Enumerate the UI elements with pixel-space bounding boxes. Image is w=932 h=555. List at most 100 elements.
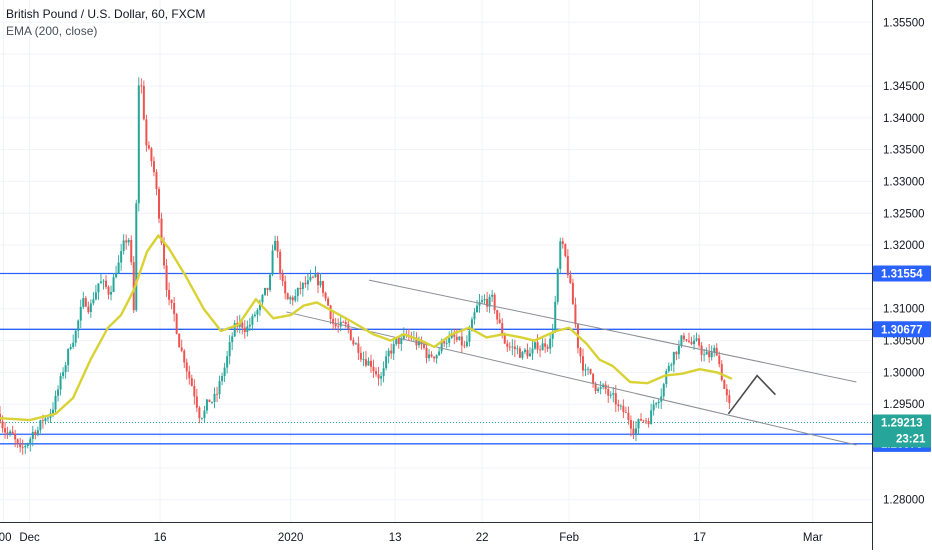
candle-body xyxy=(14,433,17,440)
candle-body xyxy=(382,368,385,377)
candle-body xyxy=(6,432,9,434)
candle-body xyxy=(453,334,456,337)
candle-body xyxy=(152,161,155,173)
candle-body xyxy=(438,351,441,356)
candle-body xyxy=(319,280,322,286)
candle-body xyxy=(511,346,514,348)
candle-body xyxy=(521,351,524,358)
candle-body xyxy=(526,349,529,357)
candle-body xyxy=(465,341,468,347)
candle-body xyxy=(506,343,509,347)
candle-body xyxy=(256,310,259,315)
candle-body xyxy=(251,316,254,325)
candle-body xyxy=(571,282,574,305)
candle-body xyxy=(72,342,75,348)
chart-legend[interactable]: British Pound / U.S. Dollar, 60, FXCM EM… xyxy=(6,6,205,40)
level-price-label: 1.30677 xyxy=(881,324,923,336)
candle-body xyxy=(147,145,150,149)
horizontal-levels[interactable] xyxy=(0,272,872,445)
candle-body xyxy=(549,338,552,349)
candle-body xyxy=(89,303,92,313)
candle-body xyxy=(316,274,319,286)
candle-body xyxy=(672,351,675,365)
candle-body xyxy=(473,312,476,320)
candle-body xyxy=(163,242,166,266)
candle-body xyxy=(380,376,383,379)
price-tick-label: 1.30000 xyxy=(883,367,925,379)
candle-body xyxy=(687,340,690,342)
candle-body xyxy=(458,336,461,340)
candle-body xyxy=(478,302,481,306)
candle-body xyxy=(400,338,403,344)
candle-body xyxy=(246,326,249,333)
trend-channel[interactable] xyxy=(286,279,857,446)
candle-body xyxy=(397,337,400,344)
projection-arrow-path[interactable] xyxy=(727,374,776,415)
candle-body xyxy=(624,411,627,413)
candle-body xyxy=(369,360,372,367)
candle-body xyxy=(210,401,213,403)
candle-body xyxy=(31,431,34,440)
candle-body xyxy=(387,350,390,357)
channel-line[interactable] xyxy=(368,279,857,383)
candle-body xyxy=(599,387,602,389)
chart-title: British Pound / U.S. Dollar, 60, FXCM xyxy=(6,7,206,21)
candle-body xyxy=(493,294,496,311)
candle-body xyxy=(145,119,148,146)
projection-arrow[interactable] xyxy=(727,374,776,415)
candle-body xyxy=(551,331,554,339)
candle-body xyxy=(420,341,423,345)
candle-body xyxy=(498,319,501,324)
candle-body xyxy=(279,251,282,275)
candle-body xyxy=(132,262,135,311)
candle-body xyxy=(39,420,42,431)
candle-body xyxy=(309,276,312,281)
candle-body xyxy=(390,350,393,354)
candle-body xyxy=(546,346,549,349)
candle-body xyxy=(705,351,708,355)
candle-body xyxy=(592,373,595,384)
candle-body xyxy=(69,347,72,350)
price-tick-label: 1.35500 xyxy=(883,17,925,29)
candle-body xyxy=(329,305,332,319)
candle-body xyxy=(286,293,289,300)
candle-body xyxy=(728,395,731,403)
candle-body xyxy=(430,354,433,357)
candle-body xyxy=(261,294,264,303)
candle-body xyxy=(460,336,463,346)
candle-body xyxy=(428,354,431,359)
candle-body xyxy=(541,343,544,351)
candle-body xyxy=(700,345,703,355)
candle-body xyxy=(597,388,600,392)
price-tick-label: 1.34000 xyxy=(883,113,925,125)
candle-body xyxy=(352,340,355,345)
candle-body xyxy=(609,394,612,396)
candle-body xyxy=(468,331,471,342)
current-price-label: 1.29213 xyxy=(881,418,923,430)
candle-body xyxy=(327,298,330,306)
candle-body xyxy=(135,203,138,311)
candle-body xyxy=(29,439,32,444)
time-tick-label: Feb xyxy=(559,532,579,544)
time-axis[interactable] xyxy=(0,522,872,550)
price-tick-label: 1.33500 xyxy=(883,145,925,157)
candle-body xyxy=(483,299,486,301)
candle-body xyxy=(233,323,236,337)
candle-body xyxy=(496,310,499,320)
channel-line[interactable] xyxy=(286,311,857,446)
candle-body xyxy=(314,274,317,278)
candle-body xyxy=(443,340,446,344)
candle-body xyxy=(178,333,181,348)
candle-body xyxy=(513,346,516,350)
candle-body xyxy=(221,376,224,382)
candle-body xyxy=(488,296,491,307)
candle-body xyxy=(415,337,418,346)
candle-body xyxy=(554,301,557,332)
candle-body xyxy=(614,393,617,405)
candle-body xyxy=(183,350,186,363)
candle-body xyxy=(463,345,466,347)
candle-body xyxy=(57,389,60,396)
time-tick-label: 2020 xyxy=(278,532,304,544)
